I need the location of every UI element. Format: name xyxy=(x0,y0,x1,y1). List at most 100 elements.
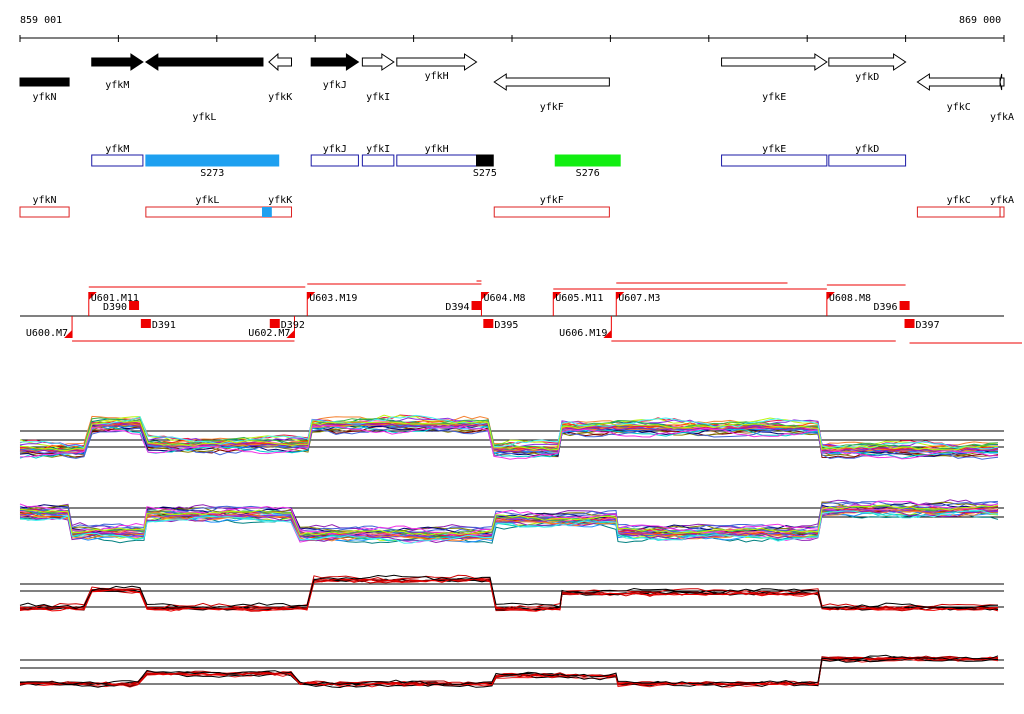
gene-arrow-yfkn[interactable] xyxy=(19,77,70,87)
plus-region-s276[interactable] xyxy=(554,154,621,167)
gene-label-yfkk: yfkK xyxy=(268,92,292,103)
profile-line-d xyxy=(19,657,999,689)
gene-arrow-yfkf[interactable] xyxy=(493,73,610,91)
plus-region-s273[interactable] xyxy=(145,154,280,167)
feature-up-flag[interactable] xyxy=(553,292,562,300)
profile-line-a xyxy=(19,419,999,451)
gene-arrow-yfkm[interactable] xyxy=(91,53,144,71)
minus-region-yfka[interactable] xyxy=(999,206,1005,218)
expression-profile-tracks xyxy=(19,414,1004,689)
plus-region-label: yfkI xyxy=(366,144,390,155)
gene-label-yfki: yfkI xyxy=(366,92,390,103)
d-marker[interactable] xyxy=(483,319,494,328)
gene-arrow-yfkk[interactable] xyxy=(268,52,293,72)
plus-region-sublabel: S273 xyxy=(200,168,224,179)
gene-arrow-yfke[interactable] xyxy=(721,53,828,71)
ruler-start-label: 859 001 xyxy=(20,15,62,26)
feature-down-flag[interactable] xyxy=(286,330,295,338)
d-marker-label: D392 xyxy=(281,320,305,331)
minus-region-label: yfkL xyxy=(195,195,219,206)
minus-region-yfkl[interactable] xyxy=(145,206,270,218)
d-marker[interactable] xyxy=(140,319,151,328)
coordinate-ruler: 859 001 869 000 xyxy=(19,15,1005,42)
feature-up-label: U604.M8 xyxy=(483,293,525,304)
profile-line-b xyxy=(19,500,999,536)
plus-region-sublabel: S276 xyxy=(576,168,600,179)
profile-line-a xyxy=(19,425,999,460)
d-marker[interactable] xyxy=(899,301,910,310)
gene-arrow-yfka[interactable] xyxy=(999,73,1005,91)
minus-region-yfkn[interactable] xyxy=(19,206,70,218)
d-marker-label: D395 xyxy=(494,320,518,331)
plus-region-label: yfkH xyxy=(425,144,449,155)
d-marker[interactable] xyxy=(471,301,482,310)
feature-down-flag[interactable] xyxy=(64,330,73,338)
profile-line-d xyxy=(19,654,999,686)
minus-region-label: yfkC xyxy=(947,195,971,206)
plus-region-yfkd[interactable] xyxy=(828,154,907,167)
feature-up-label: U601.M11 xyxy=(91,293,139,304)
feature-down-label: U606.M19 xyxy=(559,328,607,339)
profile-line-a xyxy=(19,424,999,460)
plus-region-yfkm[interactable] xyxy=(91,154,144,167)
plus-region-label: yfkE xyxy=(762,144,786,155)
profile-line-b xyxy=(19,504,999,536)
gene-label-yfkf: yfkF xyxy=(540,102,564,113)
gene-label-yfkd: yfkD xyxy=(855,72,879,83)
plus-region-yfki[interactable] xyxy=(361,154,395,167)
feature-annotation-track: U601.M11 U603.M19 U604.M8 U605.M11 U607.M3 U6… xyxy=(20,280,1022,344)
d-marker-label: D396 xyxy=(874,302,898,313)
minus-region-label: yfkA xyxy=(990,195,1014,206)
profile-line-b xyxy=(19,508,999,539)
gene-label-yfkj: yfkJ xyxy=(323,80,347,91)
feature-down-label: U600.M7 xyxy=(26,328,68,339)
feature-up-flag[interactable] xyxy=(88,292,97,300)
plus-region-s275[interactable] xyxy=(476,154,494,167)
plus-strand-region-track: yfkM S273 yfkJ yfkI yfkH S275 S276 yfkE yfkD xyxy=(91,144,907,179)
gene-arrow-yfki[interactable] xyxy=(361,53,395,71)
profile-line-c xyxy=(19,578,999,612)
feature-up-label: U605.M11 xyxy=(555,293,603,304)
plus-region-label: yfkD xyxy=(855,144,879,155)
profile-line-a xyxy=(19,414,999,450)
feature-up-flag[interactable] xyxy=(826,292,835,300)
plus-region-label: yfkM xyxy=(105,144,129,155)
minus-region-yfkf[interactable] xyxy=(493,206,610,218)
d-marker-label: D391 xyxy=(152,320,176,331)
gene-arrow-yfkd[interactable] xyxy=(828,53,907,71)
d-marker-label: D390 xyxy=(103,302,127,313)
profile-line-a xyxy=(19,414,999,450)
gene-label-yfka: yfkA xyxy=(990,112,1014,123)
gene-track: yfkN yfkM yfkL yfkK yfkJ yfkI yfkH yfkF yfkE yfkD… xyxy=(19,52,1014,123)
gene-label-yfke: yfkE xyxy=(762,92,786,103)
minus-region-yfkk[interactable] xyxy=(268,206,293,218)
profile-line-d xyxy=(19,655,999,686)
profile-line-b xyxy=(19,509,999,544)
gene-label-yfkc: yfkC xyxy=(947,102,971,113)
feature-up-flag[interactable] xyxy=(616,292,625,300)
feature-up-flag[interactable] xyxy=(307,292,316,300)
feature-down-label: U602.M7 xyxy=(248,328,290,339)
gene-label-yfkh: yfkH xyxy=(425,71,449,82)
plus-region-yfke[interactable] xyxy=(721,154,828,167)
plus-region-yfkj[interactable] xyxy=(310,154,359,167)
plus-region-yfkh[interactable] xyxy=(396,154,478,167)
feature-up-label: U608.M8 xyxy=(829,293,871,304)
feature-down-flag[interactable] xyxy=(603,330,612,338)
feature-up-label: U607.M3 xyxy=(618,293,660,304)
profile-line-b xyxy=(19,509,999,542)
gene-arrow-yfkc[interactable] xyxy=(916,73,1001,91)
minus-region-yfkc[interactable] xyxy=(916,206,1001,218)
d-marker[interactable] xyxy=(269,319,280,328)
minus-region-label: yfkN xyxy=(33,195,57,206)
gene-arrow-yfkj[interactable] xyxy=(310,53,360,71)
d-marker[interactable] xyxy=(129,301,140,310)
d-marker-label: D397 xyxy=(916,320,940,331)
d-marker-label: D394 xyxy=(445,302,469,313)
d-marker[interactable] xyxy=(904,319,915,328)
profile-line-c xyxy=(19,574,999,609)
gene-arrow-yfkl[interactable] xyxy=(144,53,264,71)
feature-up-flag[interactable] xyxy=(481,292,490,300)
gene-arrow-yfkh[interactable] xyxy=(396,53,478,71)
